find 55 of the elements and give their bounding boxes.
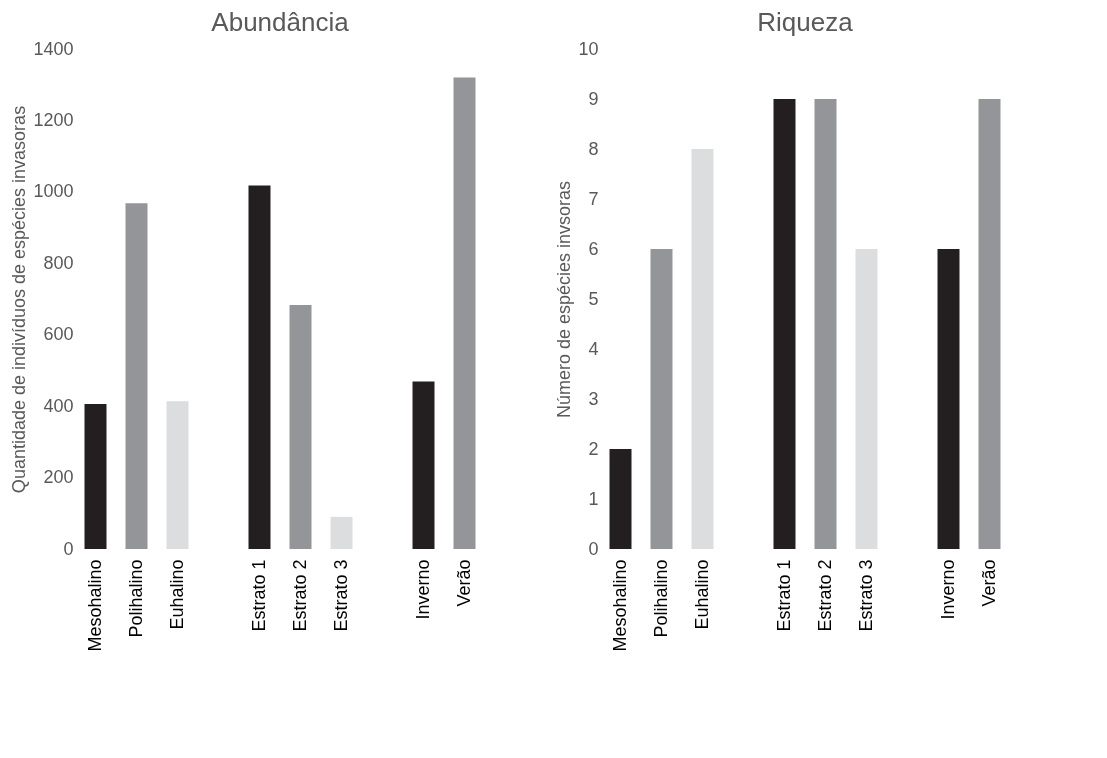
y-tick-label: 800 — [43, 252, 74, 273]
bar — [84, 404, 107, 549]
y-tick-label: 5 — [588, 288, 599, 309]
y-tick-label: 1200 — [33, 109, 74, 130]
bar — [773, 99, 796, 549]
x-tick-label: Polihalino — [125, 559, 146, 638]
x-tick-label: Estrato 2 — [814, 559, 835, 632]
y-tick-label: 6 — [588, 238, 599, 259]
x-tick-label: Euhalino — [166, 559, 187, 630]
x-tick-label: Inverno — [412, 559, 433, 620]
bar — [814, 99, 837, 549]
x-tick-label: Mesohalino — [84, 559, 105, 652]
chart-title: Riqueza — [757, 7, 854, 37]
x-tick-label: Mesohalino — [609, 559, 630, 652]
y-tick-label: 4 — [588, 338, 599, 359]
x-tick-label: Euhalino — [691, 559, 712, 630]
bar — [412, 381, 435, 549]
bar — [609, 449, 632, 549]
y-tick-label: 9 — [588, 88, 599, 109]
y-tick-label: 7 — [588, 188, 599, 209]
x-tick-label: Verão — [978, 559, 999, 607]
x-tick-label: Estrato 3 — [855, 559, 876, 632]
bar — [855, 249, 878, 549]
y-tick-label: 0 — [63, 538, 74, 559]
x-tick-label: Polihalino — [650, 559, 671, 638]
bar — [650, 249, 673, 549]
y-tick-label: 3 — [588, 388, 599, 409]
x-tick-label: Estrato 1 — [248, 559, 269, 632]
bar — [330, 516, 353, 549]
bar — [937, 249, 960, 549]
y-tick-label: 0 — [588, 538, 599, 559]
chart-title: Abundância — [211, 7, 350, 37]
bar — [978, 99, 1001, 549]
y-tick-label: 400 — [43, 395, 74, 416]
y-tick-label: 200 — [43, 467, 74, 488]
y-axis-title: Quantidade de indivíduos de espécies invasoras — [9, 105, 30, 494]
x-tick-label: Estrato 2 — [289, 559, 310, 632]
x-tick-label: Inverno — [937, 559, 958, 620]
bar — [166, 401, 189, 549]
bar — [691, 149, 714, 549]
y-tick-label: 10 — [578, 38, 599, 59]
bar — [248, 185, 271, 549]
y-tick-label: 8 — [588, 138, 599, 159]
x-tick-label: Estrato 1 — [773, 559, 794, 632]
bar — [289, 305, 312, 549]
y-tick-label: 1000 — [33, 181, 74, 202]
bar — [125, 203, 148, 549]
x-tick-label: Verão — [453, 559, 474, 607]
y-tick-label: 1400 — [33, 38, 74, 59]
y-tick-label: 1 — [588, 488, 599, 509]
y-tick-label: 2 — [588, 438, 599, 459]
x-tick-label: Estrato 3 — [330, 559, 351, 632]
bar — [453, 77, 476, 549]
y-axis-title: Número de espécies invsoras — [554, 180, 575, 419]
y-tick-label: 600 — [43, 324, 74, 345]
